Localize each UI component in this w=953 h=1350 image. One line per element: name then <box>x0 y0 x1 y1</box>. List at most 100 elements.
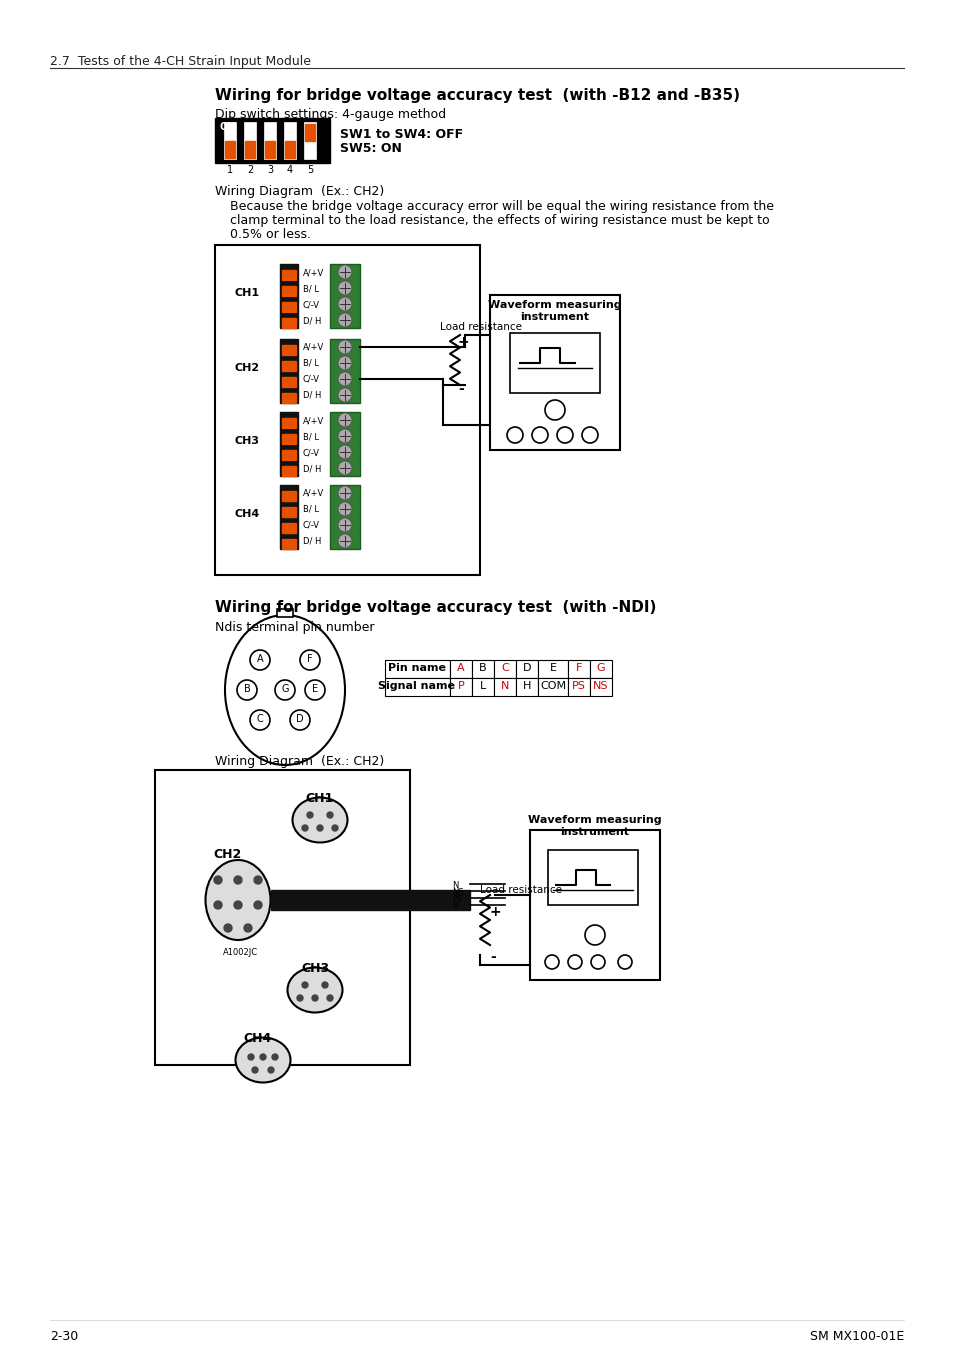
Circle shape <box>213 876 222 884</box>
Bar <box>285 140 294 158</box>
Bar <box>330 485 359 549</box>
Bar <box>516 660 537 678</box>
Bar <box>245 140 254 158</box>
Circle shape <box>302 825 308 832</box>
Ellipse shape <box>293 798 347 842</box>
Text: A: A <box>256 653 263 664</box>
Text: Pin name: Pin name <box>388 663 446 674</box>
Text: P: P <box>452 902 456 911</box>
Text: CH1: CH1 <box>306 792 334 805</box>
Text: N: N <box>452 882 457 890</box>
Circle shape <box>532 427 547 443</box>
Text: F: F <box>307 653 313 664</box>
Circle shape <box>224 923 232 932</box>
Ellipse shape <box>225 616 345 765</box>
Text: Because the bridge voltage accuracy error will be equal the wiring resistance fr: Because the bridge voltage accuracy erro… <box>230 200 773 213</box>
Bar <box>282 466 295 477</box>
Text: P: P <box>457 680 464 691</box>
Bar <box>304 122 315 159</box>
Circle shape <box>337 340 352 354</box>
Circle shape <box>337 518 352 532</box>
Text: D/ H: D/ H <box>303 316 321 325</box>
Bar <box>494 678 516 697</box>
Text: A/+V: A/+V <box>303 416 324 425</box>
Text: ON: ON <box>220 122 236 132</box>
Text: 2.7  Tests of the 4-CH Strain Input Module: 2.7 Tests of the 4-CH Strain Input Modul… <box>50 55 311 68</box>
Text: Wiring Diagram  (Ex.: CH2): Wiring Diagram (Ex.: CH2) <box>214 755 384 768</box>
Text: SM MX100-01E: SM MX100-01E <box>809 1330 903 1343</box>
Bar <box>225 140 234 158</box>
Bar <box>450 678 472 697</box>
Circle shape <box>233 900 242 909</box>
Text: A/+V: A/+V <box>303 489 324 498</box>
Bar <box>282 286 295 296</box>
Bar <box>282 270 295 279</box>
Text: G: G <box>596 663 604 674</box>
Bar <box>567 678 589 697</box>
Bar <box>450 660 472 678</box>
Circle shape <box>332 825 337 832</box>
Circle shape <box>316 825 323 832</box>
Bar <box>282 418 295 428</box>
Circle shape <box>337 265 352 279</box>
Circle shape <box>312 995 317 1000</box>
Circle shape <box>253 900 262 909</box>
Bar <box>472 660 494 678</box>
Text: D: D <box>295 714 303 724</box>
Text: CH2: CH2 <box>234 363 260 373</box>
Bar <box>305 124 314 140</box>
Bar <box>330 265 359 328</box>
Circle shape <box>337 373 352 386</box>
Bar <box>280 339 297 404</box>
Text: COM: COM <box>539 680 565 691</box>
Ellipse shape <box>287 968 342 1012</box>
Bar <box>282 360 295 371</box>
Bar <box>589 660 612 678</box>
Text: A/+V: A/+V <box>303 343 324 352</box>
Bar <box>282 539 295 549</box>
Bar <box>547 850 638 904</box>
Text: NS: NS <box>452 888 463 896</box>
Text: 2-30: 2-30 <box>50 1330 78 1343</box>
Text: PS: PS <box>452 895 462 905</box>
Circle shape <box>296 995 303 1000</box>
Text: C/-V: C/-V <box>303 521 319 531</box>
Text: 4: 4 <box>287 165 293 176</box>
Circle shape <box>299 649 319 670</box>
Bar <box>154 769 410 1065</box>
Bar <box>280 265 297 328</box>
Text: A: A <box>456 663 464 674</box>
Text: H: H <box>522 680 531 691</box>
Text: Waveform measuring
instrument: Waveform measuring instrument <box>528 815 661 837</box>
Circle shape <box>337 460 352 475</box>
Bar <box>214 117 330 163</box>
Circle shape <box>250 649 270 670</box>
Text: D: D <box>522 663 531 674</box>
Bar <box>330 412 359 477</box>
Text: Waveform measuring
instrument: Waveform measuring instrument <box>488 300 621 321</box>
Circle shape <box>544 400 564 420</box>
Text: CH3: CH3 <box>300 963 329 975</box>
Text: CH2: CH2 <box>213 848 242 861</box>
Text: 3: 3 <box>267 165 273 176</box>
Circle shape <box>584 925 604 945</box>
Bar <box>280 412 297 477</box>
Bar <box>280 485 297 549</box>
Text: D/ H: D/ H <box>303 464 321 472</box>
Circle shape <box>253 876 262 884</box>
Circle shape <box>274 680 294 701</box>
Circle shape <box>302 981 308 988</box>
Text: F: F <box>576 663 581 674</box>
Bar <box>271 890 470 910</box>
Bar <box>530 830 659 980</box>
Text: Signal name: Signal name <box>378 680 455 691</box>
Circle shape <box>337 413 352 427</box>
Text: B: B <box>243 684 250 694</box>
Bar <box>282 491 295 501</box>
Circle shape <box>506 427 522 443</box>
Bar <box>282 377 295 387</box>
Bar <box>265 140 274 158</box>
Circle shape <box>307 811 313 818</box>
Text: A/+V: A/+V <box>303 269 324 277</box>
Text: C/-V: C/-V <box>303 375 319 383</box>
